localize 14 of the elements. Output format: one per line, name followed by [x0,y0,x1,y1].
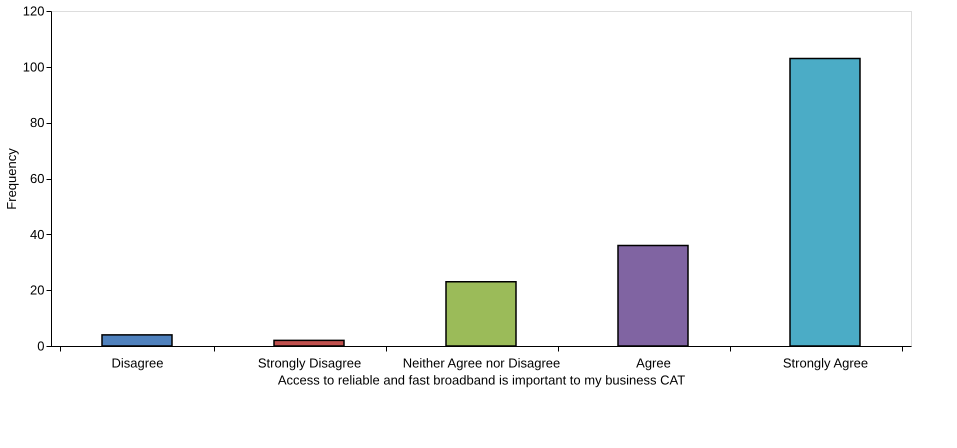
y-tick-label: 60 [30,171,44,186]
x-tick-label: Agree [636,356,671,370]
x-tick-label: Strongly Agree [782,356,868,370]
x-tick-label: Neither Agree nor Disagree [402,356,560,370]
y-axis-title: Frequency [4,148,19,210]
y-tick-label: 80 [30,115,44,130]
x-tick-label: Strongly Disagree [258,356,362,370]
x-tick-label: Disagree [111,356,164,370]
x-axis-title: Access to reliable and fast broadband is important to my business CAT [278,372,686,388]
y-tick-label: 20 [30,282,44,298]
y-tick-label: 100 [22,59,44,74]
y-tick-label: 120 [22,4,44,18]
y-tick-label: 0 [37,338,44,354]
y-tick-label: 40 [30,226,44,242]
